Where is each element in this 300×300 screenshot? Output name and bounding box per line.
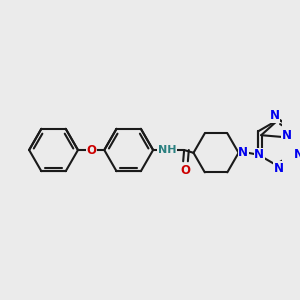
Text: N: N <box>282 129 292 142</box>
Text: NH: NH <box>158 145 176 155</box>
Text: N: N <box>270 109 280 122</box>
Text: N: N <box>254 148 264 161</box>
Text: O: O <box>86 143 96 157</box>
Text: N: N <box>238 146 248 159</box>
Text: N: N <box>274 162 284 175</box>
Text: N: N <box>294 148 300 161</box>
Text: O: O <box>180 164 190 177</box>
